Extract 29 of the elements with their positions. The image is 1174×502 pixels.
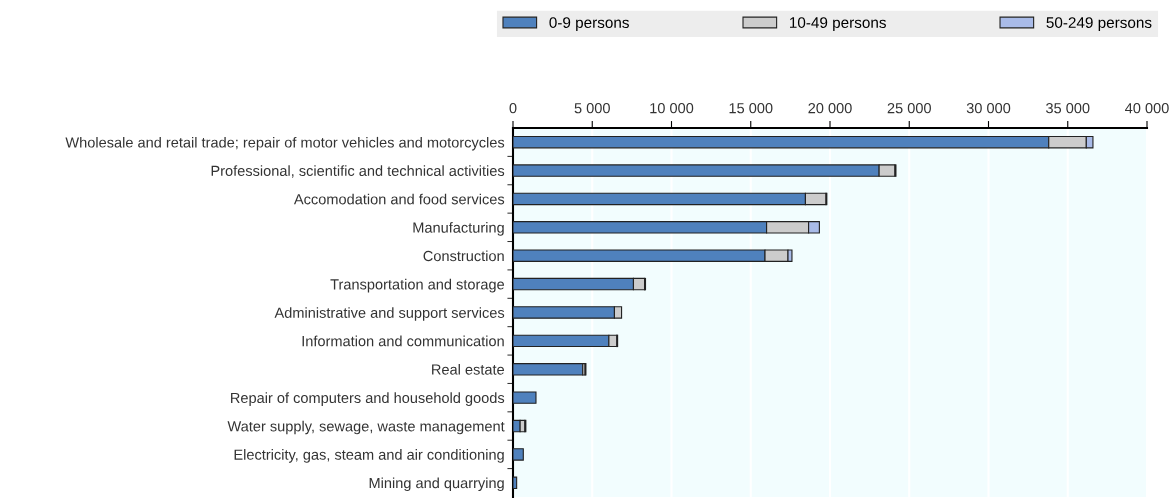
x-tick-label: 0 <box>509 102 517 114</box>
y-tick-label: Transportation and storage <box>330 278 505 293</box>
y-tick-label: Manufacturing <box>413 222 504 236</box>
y-tick-label: Construction <box>423 250 504 262</box>
bar <box>513 448 524 461</box>
y-tick-label: Professional, scientific and technical activities <box>211 165 505 178</box>
legend-label: 0-9 persons <box>549 17 629 32</box>
y-tick-label: Wholesale and retail trade; repair of motor vehicles and motorcycles <box>65 136 505 151</box>
bar <box>513 363 584 376</box>
y-tick-label: Administrative and support services <box>274 307 505 321</box>
x-tick-label: 40 000 <box>1125 102 1169 114</box>
y-tick-label: Real estate <box>432 363 505 375</box>
y-tick-label: Repair of computers and household goods <box>231 392 505 406</box>
y-tick-label: Accomodation and food services <box>293 193 505 205</box>
legend-label: 10-49 persons <box>790 17 886 32</box>
bar <box>513 391 537 404</box>
x-tick-label: 5 000 <box>574 102 610 114</box>
x-tick-label: 35 000 <box>1046 102 1090 114</box>
x-tick-label: 10 000 <box>650 102 694 114</box>
y-tick-label: Mining and quarrying <box>369 477 504 492</box>
y-tick-label: Electricity, gas, steam and air conditioning <box>234 449 504 463</box>
x-tick-label: 20 000 <box>808 102 852 114</box>
x-tick-label: 15 000 <box>729 102 773 114</box>
legend-label: 50-249 persons <box>1046 17 1152 32</box>
y-tick-label: Information and communication <box>302 335 504 347</box>
x-tick-label: 25 000 <box>887 102 931 114</box>
bar <box>513 476 518 490</box>
y-tick-label: Water supply, sewage, waste management <box>227 420 505 435</box>
x-tick-label: 30 000 <box>966 102 1011 114</box>
